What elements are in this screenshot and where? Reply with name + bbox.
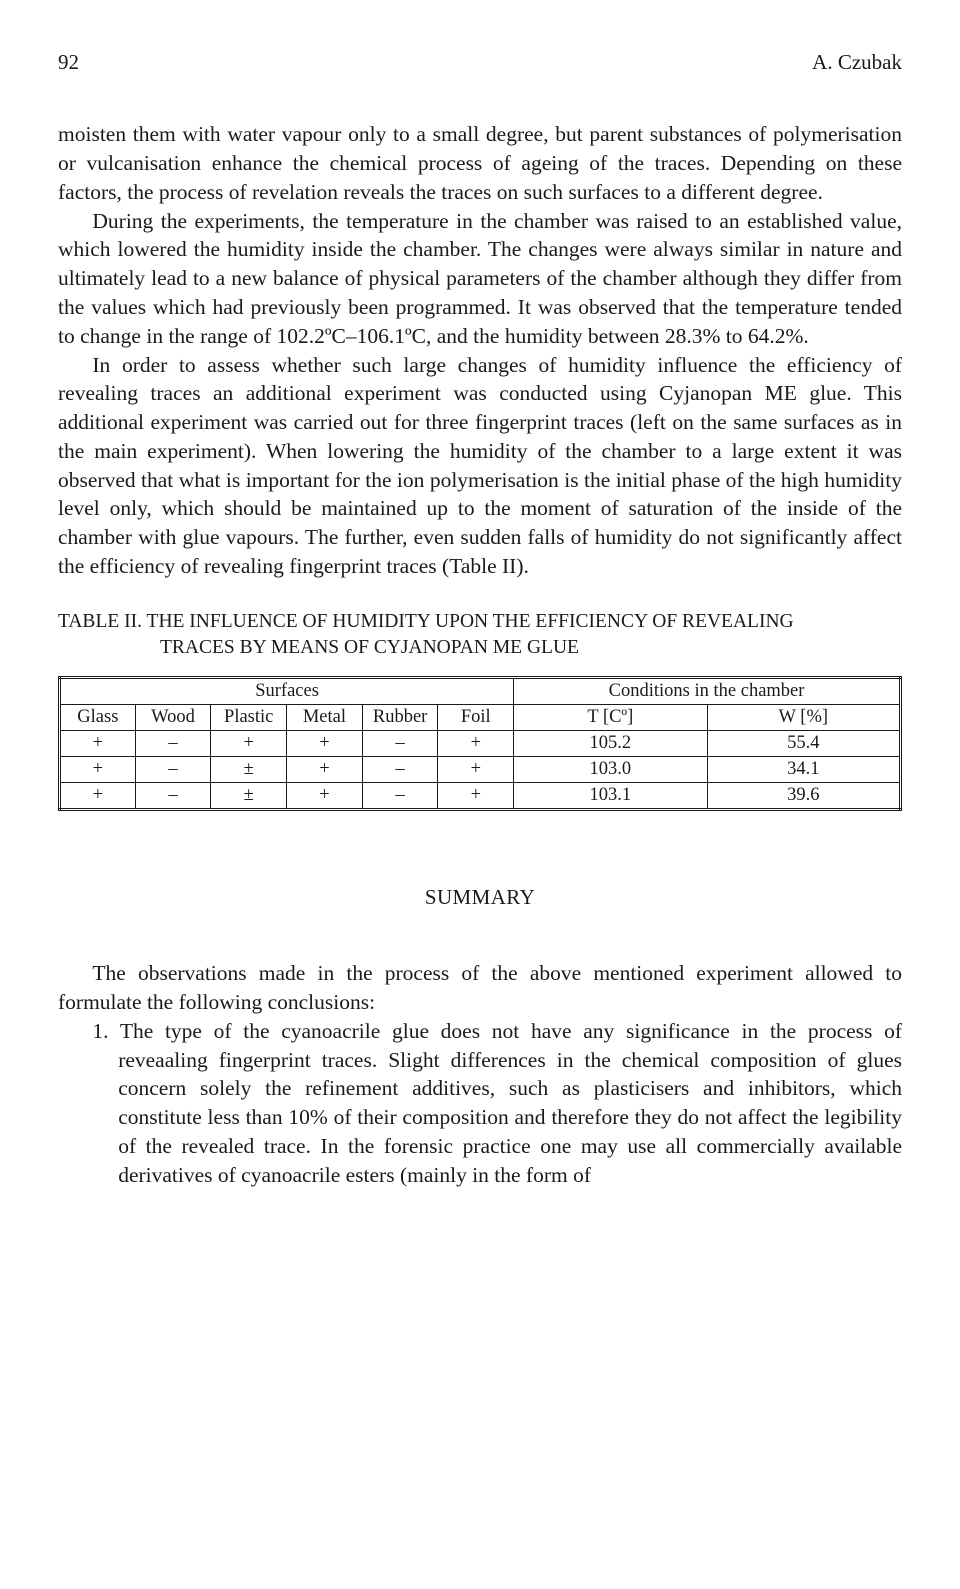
table-humidity-efficiency: Surfaces Conditions in the chamber Glass…	[58, 676, 902, 812]
table-cell: –	[362, 783, 438, 810]
col-header: Plastic	[211, 704, 287, 730]
body-paragraph: moisten them with water vapour only to a…	[58, 120, 902, 206]
table-cell: +	[438, 783, 514, 810]
table-cell: ±	[211, 756, 287, 782]
table-number: TABLE II.	[58, 611, 147, 632]
summary-heading: SUMMARY	[58, 883, 902, 911]
table-cell: –	[362, 756, 438, 782]
col-header: T [Cº]	[514, 704, 707, 730]
table-caption: TABLE II. THE INFLUENCE OF HUMIDITY UPON…	[58, 609, 902, 662]
table-cell: +	[287, 730, 363, 756]
page-number: 92	[58, 48, 79, 76]
summary-intro: The observations made in the process of …	[58, 959, 902, 1017]
col-header: Wood	[135, 704, 211, 730]
table-cell: +	[211, 730, 287, 756]
table-cell: +	[60, 756, 136, 782]
column-group-conditions: Conditions in the chamber	[514, 677, 901, 704]
summary-list-item: 1. The type of the cyanoacrile glue does…	[58, 1017, 902, 1190]
column-group-surfaces: Surfaces	[60, 677, 514, 704]
table-cell: 103.1	[514, 783, 707, 810]
table-cell: –	[135, 730, 211, 756]
running-author: A. Czubak	[812, 48, 902, 76]
table-row: +–±+–+103.034.1	[60, 756, 901, 782]
table-cell: +	[60, 730, 136, 756]
table-cell: +	[287, 756, 363, 782]
table-cell: +	[438, 756, 514, 782]
col-header: Rubber	[362, 704, 438, 730]
table-cell: +	[438, 730, 514, 756]
table-title-line1: THE INFLUENCE OF HUMIDITY UPON THE EFFIC…	[147, 611, 794, 632]
table-title-line2: TRACES BY MEANS OF CYJANOPAN ME GLUE	[58, 635, 902, 661]
table-cell: –	[135, 756, 211, 782]
col-header: Glass	[60, 704, 136, 730]
table-cell: 39.6	[707, 783, 900, 810]
col-header: Metal	[287, 704, 363, 730]
col-header: Foil	[438, 704, 514, 730]
table-row: +–±+–+103.139.6	[60, 783, 901, 810]
body-paragraph: In order to assess whether such large ch…	[58, 351, 902, 581]
table-cell: +	[60, 783, 136, 810]
running-header: 92 A. Czubak	[58, 48, 902, 76]
table-cell: 103.0	[514, 756, 707, 782]
table-cell: 34.1	[707, 756, 900, 782]
table-cell: +	[287, 783, 363, 810]
table-cell: ±	[211, 783, 287, 810]
table-cell: 55.4	[707, 730, 900, 756]
table-cell: –	[362, 730, 438, 756]
col-header: W [%]	[707, 704, 900, 730]
body-paragraph: During the experiments, the temperature …	[58, 207, 902, 351]
table-row: +–++–+105.255.4	[60, 730, 901, 756]
table-cell: 105.2	[514, 730, 707, 756]
table-cell: –	[135, 783, 211, 810]
